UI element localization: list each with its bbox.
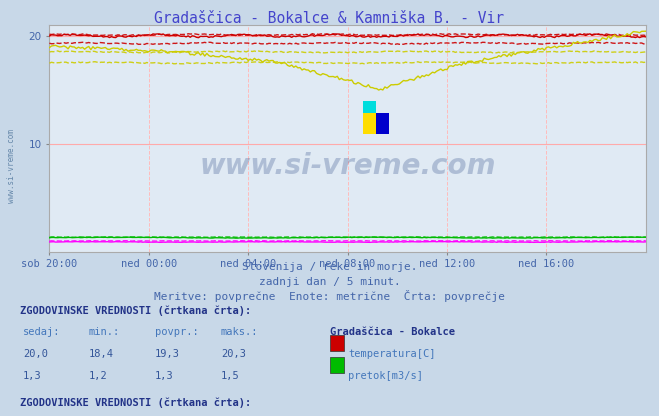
Bar	[362, 114, 376, 134]
Text: Slovenija / reke in morje.: Slovenija / reke in morje.	[242, 262, 417, 272]
Text: povpr.:: povpr.:	[155, 327, 198, 337]
Bar	[362, 101, 376, 114]
Text: 18,4: 18,4	[89, 349, 114, 359]
Text: temperatura[C]: temperatura[C]	[348, 349, 436, 359]
Text: 1,3: 1,3	[23, 371, 42, 381]
Text: maks.:: maks.:	[221, 327, 258, 337]
Text: ZGODOVINSKE VREDNOSTI (črtkana črta):: ZGODOVINSKE VREDNOSTI (črtkana črta):	[20, 398, 251, 408]
Text: 19,3: 19,3	[155, 349, 180, 359]
Text: zadnji dan / 5 minut.: zadnji dan / 5 minut.	[258, 277, 401, 287]
Text: 20,3: 20,3	[221, 349, 246, 359]
Text: 20,0: 20,0	[23, 349, 48, 359]
Text: pretok[m3/s]: pretok[m3/s]	[348, 371, 423, 381]
Text: 1,3: 1,3	[155, 371, 173, 381]
Text: 1,5: 1,5	[221, 371, 239, 381]
Text: www.si-vreme.com: www.si-vreme.com	[200, 151, 496, 180]
Text: Meritve: povprečne  Enote: metrične  Črta: povprečje: Meritve: povprečne Enote: metrične Črta:…	[154, 290, 505, 302]
Text: Gradaščica - Bokalce: Gradaščica - Bokalce	[330, 327, 455, 337]
Text: www.si-vreme.com: www.si-vreme.com	[7, 129, 16, 203]
Text: Gradaščica - Bokalce & Kamniška B. - Vir: Gradaščica - Bokalce & Kamniška B. - Vir	[154, 11, 505, 26]
Text: sedaj:: sedaj:	[23, 327, 61, 337]
Text: 1,2: 1,2	[89, 371, 107, 381]
Bar	[376, 114, 389, 134]
Text: ZGODOVINSKE VREDNOSTI (črtkana črta):: ZGODOVINSKE VREDNOSTI (črtkana črta):	[20, 306, 251, 316]
Text: min.:: min.:	[89, 327, 120, 337]
